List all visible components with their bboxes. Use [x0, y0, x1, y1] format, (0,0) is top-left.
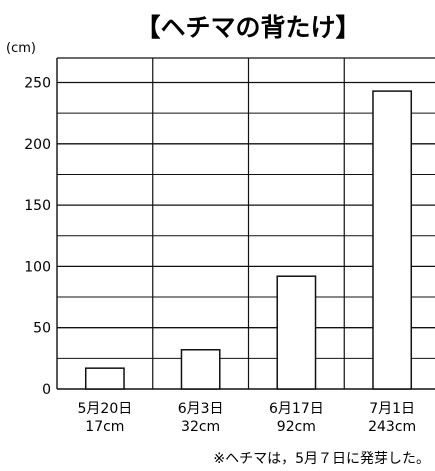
x-category-label-2: 6月3日 [178, 401, 224, 417]
y-tick-label-0: 0 [42, 382, 51, 398]
y-axis-ticks: 0 50 100 150 200 250 [24, 76, 51, 398]
y-axis-unit-label: (cm) [6, 41, 36, 56]
bar-2 [180, 349, 221, 390]
y-tick-label-200: 200 [24, 137, 51, 153]
bar-1 [84, 367, 125, 390]
x-category-label-4: 7月1日 [369, 401, 415, 417]
chart-title: 【ヘチマの背たけ】 [135, 13, 360, 42]
y-tick-label-50: 50 [33, 321, 51, 337]
x-value-label-4: 243cm [368, 419, 416, 435]
bar-4 [372, 90, 413, 390]
chart-grid [56, 57, 435, 390]
bar-series [84, 90, 413, 390]
y-tick-label-150: 150 [24, 198, 51, 214]
x-value-label-1: 17cm [85, 419, 124, 435]
x-value-label-2: 32cm [181, 419, 220, 435]
x-category-label-1: 5月20日 [78, 401, 133, 417]
y-tick-label-100: 100 [24, 259, 51, 275]
x-value-label-3: 92cm [277, 419, 316, 435]
y-tick-label-250: 250 [24, 76, 51, 92]
chart-footnote: ※ヘチマは，5月７日に発芽した。 [213, 451, 430, 467]
bar-3 [276, 275, 317, 390]
x-axis-labels: 5月20日 17cm 6月3日 32cm 6月17日 92cm 7月1日 243cm [78, 401, 417, 435]
x-category-label-3: 6月17日 [269, 401, 324, 417]
